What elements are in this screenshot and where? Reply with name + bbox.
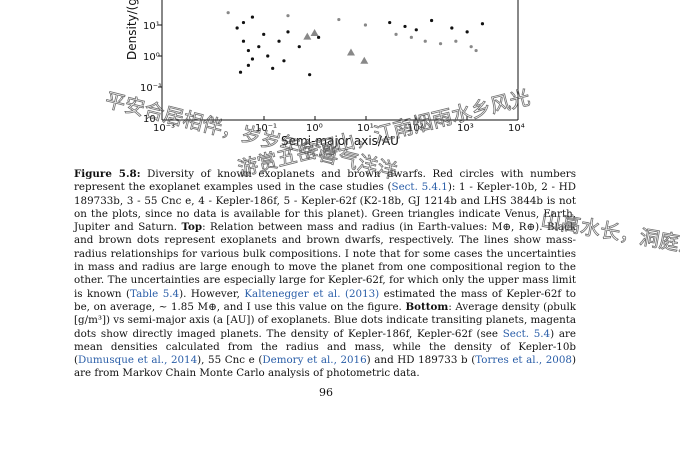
exoplanet-dot xyxy=(469,45,473,49)
page-number: 96 xyxy=(319,386,333,399)
x-tick-label: 10⁻³ xyxy=(153,123,175,134)
x-tick-label: 10⁻¹ xyxy=(255,123,277,134)
citation-link[interactable]: Torres et al., 2008 xyxy=(475,354,572,367)
exoplanet-dot xyxy=(423,39,427,43)
exoplanet-dot xyxy=(250,15,255,19)
exoplanet-dot xyxy=(429,18,434,23)
caption-paragraph: Figure 5.8: Diversity of known exoplanet… xyxy=(74,168,576,381)
exoplanet-dot xyxy=(414,28,418,32)
exoplanet-dot xyxy=(403,24,407,29)
exoplanet-dot xyxy=(241,39,246,43)
exoplanet-dot xyxy=(316,35,321,39)
caption-text: ) are from Markov Chain Monte Carlo anal… xyxy=(74,354,576,380)
exoplanet-dot xyxy=(286,30,290,34)
citation-link[interactable]: Kaltenegger et al. (2013) xyxy=(244,287,380,300)
density-scatter-figure: 10¹ 10⁰ 10⁻¹ 10 Density/(g 10⁻³ 10⁻¹ 10⁰… xyxy=(125,0,525,148)
y-tick-label: 10⁻¹ xyxy=(140,83,162,94)
exoplanet-dot xyxy=(246,48,251,53)
planet-triangle-marker xyxy=(360,56,369,64)
y-tick-label: 10¹ xyxy=(143,21,160,32)
planet-triangle-marker xyxy=(303,32,312,40)
citation-link[interactable]: Demory et al., 2016 xyxy=(262,354,367,367)
caption-text: : Average density (ρbulk [g/m³]) vs semi… xyxy=(74,300,577,340)
exoplanet-dot xyxy=(262,32,266,36)
exoplanet-dot xyxy=(246,63,251,67)
exoplanet-dot xyxy=(454,39,458,43)
x-tick-label: 10³ xyxy=(457,123,474,134)
citation-link[interactable]: Sect. 5.4 xyxy=(502,327,551,340)
caption-text: ) are mean densities calculated from the… xyxy=(74,327,576,367)
exoplanet-dot xyxy=(474,48,478,53)
exoplanet-dot xyxy=(409,35,413,39)
exoplanet-dot xyxy=(238,70,243,74)
citation-link[interactable]: Sect. 5.4.1 xyxy=(391,181,448,194)
caption-text: ) and HD 189733 b ( xyxy=(366,354,476,367)
exoplanet-dot xyxy=(297,45,301,49)
exoplanet-dot xyxy=(480,22,485,26)
caption-text: : Relation between mass and radius (in E… xyxy=(74,221,576,300)
exoplanet-dot xyxy=(438,42,443,46)
exoplanet-dot xyxy=(394,32,398,36)
figure-caption: Figure 5.8: Diversity of known exoplanet… xyxy=(74,168,576,381)
citation-link[interactable]: Dumusque et al., 2014 xyxy=(78,354,198,367)
exoplanet-dot xyxy=(450,26,454,30)
caption-text: ): 1 - Kepler-10b, 2 - HD 189733b, 3 - 5… xyxy=(74,181,576,234)
planet-triangle-marker xyxy=(346,48,355,56)
planet-triangle-marker xyxy=(310,29,319,37)
exoplanet-dot xyxy=(241,20,246,25)
exoplanet-dot xyxy=(465,30,469,34)
caption-bold: Top xyxy=(181,221,203,234)
x-tick-labels: 10⁻³ 10⁻¹ 10⁰ 10¹ 10² 10³ 10⁴ xyxy=(153,123,525,134)
exoplanet-dot xyxy=(363,23,368,27)
x-tick-label: 10¹ xyxy=(357,123,374,134)
exoplanet-dot xyxy=(271,66,275,70)
exoplanet-dot xyxy=(286,14,290,18)
caption-text: Diversity of known exoplanets and brown … xyxy=(74,168,576,194)
caption-text: ). However, xyxy=(179,287,245,300)
y-tick-label: 10 xyxy=(143,114,156,125)
exoplanet-dot xyxy=(257,45,261,49)
exoplanet-dot xyxy=(226,11,230,15)
caption-text: ), 55 Cnc e ( xyxy=(197,354,263,367)
exoplanet-dot xyxy=(266,54,270,58)
caption-text: estimated the mass of Kepler-62f to be, … xyxy=(74,287,576,313)
caption-bold: Bottom xyxy=(405,300,449,313)
scatter-points xyxy=(226,11,485,77)
x-tick-label: 10² xyxy=(407,123,424,134)
y-axis-label: Density/(g xyxy=(125,0,139,60)
exoplanet-dot xyxy=(235,26,239,30)
citation-link[interactable]: Table 5.4 xyxy=(130,287,180,300)
exoplanet-dot xyxy=(250,57,255,61)
figure-label: Figure 5.8: xyxy=(74,168,141,180)
exoplanet-dot xyxy=(277,39,281,43)
exoplanet-dot xyxy=(388,20,392,25)
x-tick-label: 10⁰ xyxy=(306,123,323,134)
x-axis-label: Semi-major axis/AU xyxy=(281,134,399,148)
exoplanet-dot xyxy=(308,73,312,77)
y-tick-label: 10⁰ xyxy=(143,52,160,63)
exoplanet-dot xyxy=(282,59,286,63)
exoplanet-dot xyxy=(337,17,341,22)
x-tick-label: 10⁴ xyxy=(508,123,525,134)
